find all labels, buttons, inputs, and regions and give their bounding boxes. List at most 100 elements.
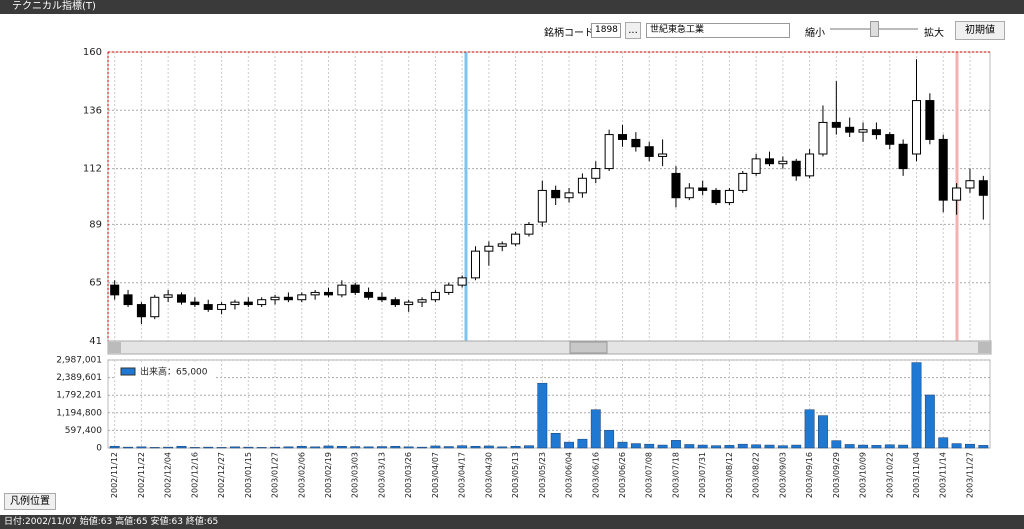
volume-bar [951,443,962,449]
y-tick-label: 112 [83,164,102,175]
volume-bar [630,443,641,449]
candle-body [911,100,922,155]
volume-bar [430,445,441,449]
volume-bar [283,446,294,449]
x-tick-label: 2003/06/16 [591,452,600,498]
volume-bar [711,445,721,449]
x-tick-label: 2003/10/22 [885,452,894,498]
candle-body [952,187,962,201]
candle-body [831,121,841,128]
volume-bar [109,445,120,449]
x-tick-label: 2003/04/07 [431,452,440,498]
volume-bar [256,447,267,449]
x-tick-label: 2002/11/12 [110,452,119,498]
x-tick-label: 2003/09/29 [832,452,841,498]
volume-bar [243,446,254,449]
x-tick-label: 2003/08/12 [725,452,734,498]
scrollbar[interactable] [107,340,992,355]
volume-bar [377,446,387,449]
volume-bar [617,441,628,449]
volume-bar [697,444,708,449]
x-tick-label: 2003/06/26 [618,452,627,498]
candle-body [577,177,587,194]
browse-button[interactable]: ... [625,22,641,39]
candle-body [537,189,547,223]
candle-body [925,100,935,140]
candle-body [270,296,280,301]
volume-bar [203,446,214,449]
candle-body [751,158,761,174]
candle-body [377,296,387,301]
x-tick-label: 2003/05/23 [538,452,547,498]
candle-body [217,304,227,310]
y-tick-label: 2,987,001 [56,356,102,366]
volume-bar [965,443,975,449]
zoom-thumb[interactable] [870,21,879,37]
volume-bar [804,409,815,449]
scroll-thumb[interactable] [569,341,608,354]
name-input[interactable]: 世紀東急工業 [646,23,790,38]
x-tick-label: 2002/11/22 [137,452,146,498]
reset-button[interactable]: 初期値 [955,21,1005,40]
code-input[interactable]: 1898 [591,23,621,38]
legend-position-button[interactable]: 凡例位置 [4,493,56,510]
volume-bar [363,446,374,449]
y-tick-label: 597,400 [65,426,102,436]
candle-body [711,189,721,204]
x-tick-label: 2003/05/13 [511,452,520,498]
candle-body [591,168,601,179]
volume-bar [310,446,321,449]
candle-body [430,291,440,301]
x-tick-label: 2003/11/14 [939,452,948,498]
x-tick-label: 2003/01/15 [244,452,253,498]
candle-body [898,143,908,170]
volume-bar [403,446,414,449]
candle-body [323,291,334,296]
candle-body [551,189,561,199]
x-tick-label: 2003/07/08 [645,452,654,498]
volume-bar [751,444,762,449]
volume-plot [107,359,991,449]
scroll-right[interactable] [978,342,991,353]
x-tick-label: 2003/02/06 [297,452,306,498]
volume-bar [844,444,855,449]
candle-body [604,134,614,170]
volume-bar [123,446,133,449]
candle-body [658,153,668,157]
volume-bar [590,409,601,449]
volume-bar [323,445,334,449]
candle-body [617,134,628,140]
candle-body [644,146,654,157]
candle-body [190,301,200,306]
y-tick-label: 160 [83,47,102,58]
scroll-left[interactable] [108,342,121,353]
status-bar: 日付:2002/11/07 始値:63 高値:65 安値:63 終値:65 [0,515,1024,529]
candle-body [524,223,534,235]
legend [116,364,216,379]
candle-body [497,243,507,247]
volume-bar [831,440,842,449]
volume-bar [657,444,668,449]
x-tick-label: 2003/10/09 [859,452,868,498]
volume-bar [577,438,588,449]
volume-bar [737,443,748,449]
candle-body [698,187,708,191]
volume-bar [604,430,615,449]
candle-body [631,138,641,148]
volume-bar [884,444,895,449]
x-tick-label: 2003/04/17 [458,452,467,498]
candle-body [350,284,360,293]
x-tick-label: 2003/09/03 [778,452,787,498]
window-title: テクニカル指標(T) [0,0,1024,14]
volume-bar [163,446,174,449]
candle-body [230,301,240,306]
volume-bar [791,444,802,449]
y-tick-label: 41 [89,336,102,347]
x-tick-label: 2003/09/16 [805,452,814,498]
candle-body [885,134,895,145]
volume-bar [443,446,454,449]
volume-bar [136,446,147,449]
candle-body [845,126,855,133]
volume-bar [336,445,347,449]
volume-bar [924,394,935,449]
